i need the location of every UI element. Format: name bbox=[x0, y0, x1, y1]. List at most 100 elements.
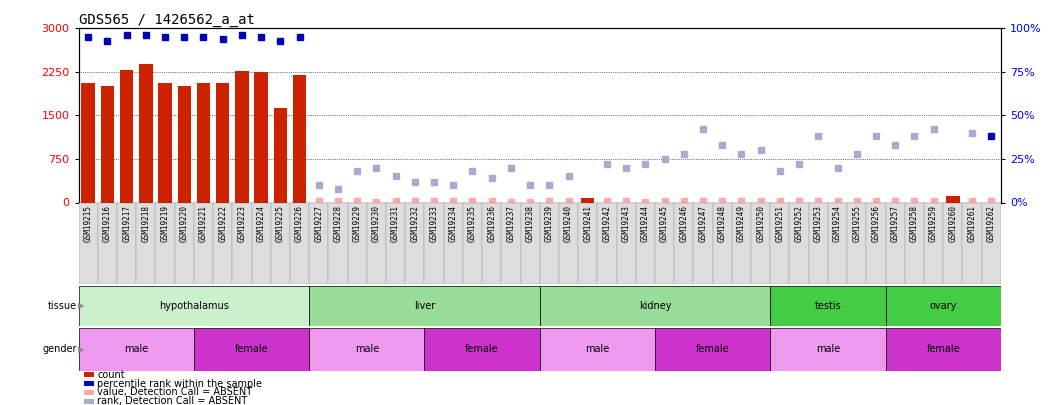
Text: GSM19262: GSM19262 bbox=[987, 205, 996, 242]
Bar bbox=[424, 202, 443, 284]
Bar bbox=[119, 70, 133, 202]
Text: GSM19246: GSM19246 bbox=[679, 205, 689, 242]
Bar bbox=[197, 83, 211, 202]
Text: rank, Detection Call = ABSENT: rank, Detection Call = ABSENT bbox=[97, 396, 247, 405]
Text: percentile rank within the sample: percentile rank within the sample bbox=[97, 379, 262, 388]
Text: GSM19216: GSM19216 bbox=[103, 205, 112, 242]
Bar bbox=[616, 202, 636, 284]
Bar bbox=[386, 202, 406, 284]
Text: tissue: tissue bbox=[47, 301, 77, 311]
Bar bbox=[559, 202, 578, 284]
Text: ovary: ovary bbox=[930, 301, 957, 311]
Bar bbox=[828, 202, 847, 284]
Text: GSM19240: GSM19240 bbox=[564, 205, 573, 242]
Text: GSM19247: GSM19247 bbox=[699, 205, 707, 242]
Text: GSM19230: GSM19230 bbox=[372, 205, 380, 242]
Bar bbox=[348, 202, 367, 284]
Text: female: female bbox=[926, 344, 960, 354]
Bar bbox=[770, 328, 886, 371]
Text: GSM19222: GSM19222 bbox=[218, 205, 227, 242]
Bar bbox=[194, 328, 309, 371]
Bar bbox=[636, 202, 655, 284]
Bar bbox=[655, 328, 770, 371]
Bar bbox=[255, 72, 268, 202]
Text: count: count bbox=[97, 370, 125, 379]
Text: GSM19242: GSM19242 bbox=[603, 205, 611, 242]
Text: ▶: ▶ bbox=[78, 301, 84, 310]
Text: testis: testis bbox=[814, 301, 842, 311]
Bar bbox=[886, 286, 1001, 326]
Bar bbox=[789, 202, 809, 284]
Text: GSM19252: GSM19252 bbox=[794, 205, 804, 242]
Text: GSM19228: GSM19228 bbox=[333, 205, 343, 242]
Bar bbox=[270, 202, 290, 284]
Bar bbox=[501, 202, 521, 284]
Text: GSM19244: GSM19244 bbox=[641, 205, 650, 242]
Bar bbox=[904, 202, 924, 284]
Text: GSM19254: GSM19254 bbox=[833, 205, 842, 242]
Bar bbox=[886, 202, 904, 284]
Bar bbox=[540, 202, 559, 284]
Bar bbox=[155, 202, 175, 284]
Bar bbox=[943, 202, 962, 284]
Bar bbox=[216, 83, 230, 202]
Bar bbox=[292, 75, 306, 202]
Text: hypothalamus: hypothalamus bbox=[159, 301, 228, 311]
Bar bbox=[79, 202, 97, 284]
Bar bbox=[367, 202, 386, 284]
Bar bbox=[770, 286, 886, 326]
Text: male: male bbox=[585, 344, 610, 354]
Bar bbox=[924, 202, 943, 284]
Bar bbox=[194, 202, 213, 284]
Bar bbox=[847, 202, 867, 284]
Bar bbox=[443, 202, 463, 284]
Bar bbox=[139, 64, 153, 202]
Text: GSM19255: GSM19255 bbox=[852, 205, 861, 242]
Text: liver: liver bbox=[414, 301, 435, 311]
Text: GSM19227: GSM19227 bbox=[314, 205, 323, 242]
Text: GSM19261: GSM19261 bbox=[967, 205, 977, 242]
Bar bbox=[521, 202, 540, 284]
Bar bbox=[770, 202, 789, 284]
Text: GSM19249: GSM19249 bbox=[737, 205, 746, 242]
Bar bbox=[274, 109, 287, 202]
Bar bbox=[213, 202, 233, 284]
Bar bbox=[309, 202, 328, 284]
Bar bbox=[867, 202, 886, 284]
Bar bbox=[117, 202, 136, 284]
Text: female: female bbox=[235, 344, 268, 354]
Bar bbox=[946, 196, 960, 202]
Text: GSM19251: GSM19251 bbox=[776, 205, 784, 242]
Bar bbox=[886, 328, 1001, 371]
Text: GSM19258: GSM19258 bbox=[910, 205, 919, 242]
Bar bbox=[252, 202, 270, 284]
Bar bbox=[97, 202, 117, 284]
Text: male: male bbox=[354, 344, 379, 354]
Text: GSM19232: GSM19232 bbox=[411, 205, 419, 242]
Bar bbox=[597, 202, 616, 284]
Text: female: female bbox=[696, 344, 729, 354]
Text: GSM19259: GSM19259 bbox=[930, 205, 938, 242]
Text: GSM19234: GSM19234 bbox=[449, 205, 458, 242]
Text: GSM19260: GSM19260 bbox=[948, 205, 957, 242]
Text: GSM19221: GSM19221 bbox=[199, 205, 208, 242]
Bar bbox=[290, 202, 309, 284]
Bar bbox=[101, 86, 114, 202]
Bar bbox=[406, 202, 424, 284]
Text: GSM19233: GSM19233 bbox=[430, 205, 438, 242]
Bar bbox=[694, 202, 713, 284]
Text: ▶: ▶ bbox=[78, 345, 84, 354]
Text: male: male bbox=[124, 344, 149, 354]
Text: GSM19218: GSM19218 bbox=[141, 205, 150, 242]
Text: GSM19245: GSM19245 bbox=[660, 205, 669, 242]
Text: value, Detection Call = ABSENT: value, Detection Call = ABSENT bbox=[97, 388, 253, 397]
Bar bbox=[482, 202, 501, 284]
Bar bbox=[79, 328, 194, 371]
Text: GSM19231: GSM19231 bbox=[391, 205, 400, 242]
Bar bbox=[309, 286, 540, 326]
Text: GDS565 / 1426562_a_at: GDS565 / 1426562_a_at bbox=[79, 13, 255, 27]
Text: GSM19241: GSM19241 bbox=[584, 205, 592, 242]
Text: GSM19238: GSM19238 bbox=[526, 205, 534, 242]
Text: GSM19220: GSM19220 bbox=[180, 205, 189, 242]
Bar bbox=[540, 286, 770, 326]
